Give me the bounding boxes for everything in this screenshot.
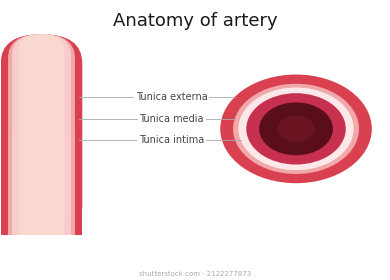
Circle shape — [239, 88, 354, 170]
Bar — [1, 130, 82, 235]
Text: Tunica externa: Tunica externa — [136, 92, 207, 102]
Bar — [19, 130, 64, 235]
FancyBboxPatch shape — [12, 34, 71, 235]
Text: Tunica media: Tunica media — [140, 114, 204, 124]
FancyBboxPatch shape — [1, 34, 82, 235]
Circle shape — [246, 93, 346, 165]
Text: Anatomy of artery: Anatomy of artery — [113, 12, 277, 30]
Bar — [8, 130, 75, 235]
Circle shape — [259, 102, 333, 155]
FancyBboxPatch shape — [8, 34, 75, 235]
Circle shape — [278, 116, 314, 142]
Text: shutterstock.com · 2122277873: shutterstock.com · 2122277873 — [139, 270, 251, 277]
Circle shape — [259, 102, 333, 155]
FancyBboxPatch shape — [19, 34, 64, 235]
Circle shape — [239, 88, 354, 170]
Text: Tunica intima: Tunica intima — [139, 135, 204, 145]
Bar — [12, 130, 71, 235]
Circle shape — [233, 84, 359, 174]
Circle shape — [220, 74, 372, 183]
Circle shape — [246, 93, 346, 165]
